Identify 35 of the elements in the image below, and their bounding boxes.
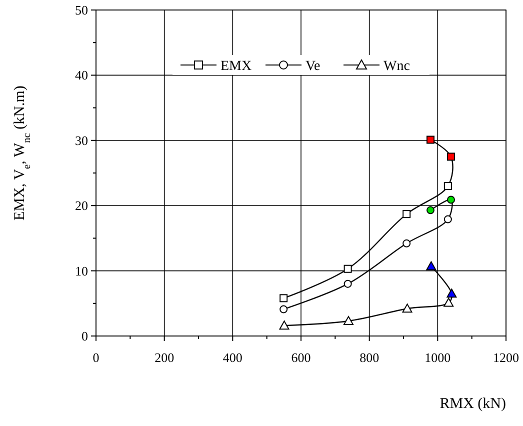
legend-label: Ve xyxy=(306,59,320,74)
y-tick-label: 20 xyxy=(75,198,88,214)
point xyxy=(402,210,411,218)
y-tick-label: 40 xyxy=(75,68,88,83)
point xyxy=(280,305,288,314)
legend-label: EMX xyxy=(220,59,252,74)
point xyxy=(344,264,352,273)
point xyxy=(402,304,412,313)
x-tick-label: 600 xyxy=(291,350,311,365)
x-tick-label: 200 xyxy=(154,350,174,365)
x-tick-label: 800 xyxy=(360,350,380,365)
point xyxy=(446,152,455,161)
y-tick-label: 30 xyxy=(75,132,88,148)
point xyxy=(402,239,411,248)
y-tick-label: 50 xyxy=(75,2,88,18)
point xyxy=(343,316,354,326)
legend-label: Wnc xyxy=(384,59,410,74)
x-tick-label: 400 xyxy=(222,350,242,365)
point xyxy=(426,261,436,270)
point xyxy=(426,206,434,214)
x-tick-label: 1000 xyxy=(424,350,451,365)
y-tick-label: 0 xyxy=(82,328,88,344)
point xyxy=(279,320,290,330)
point xyxy=(280,294,288,302)
point xyxy=(444,298,454,307)
point xyxy=(444,215,452,224)
y-tick-label: 10 xyxy=(75,263,88,278)
point xyxy=(446,288,457,298)
point xyxy=(344,280,352,288)
point xyxy=(444,182,452,190)
point xyxy=(426,136,434,144)
x-axis-title: RMX (kN) xyxy=(440,396,506,412)
x-tick-label: 1200 xyxy=(493,350,519,365)
x-tick-label: 0 xyxy=(92,350,100,365)
point xyxy=(446,196,455,204)
